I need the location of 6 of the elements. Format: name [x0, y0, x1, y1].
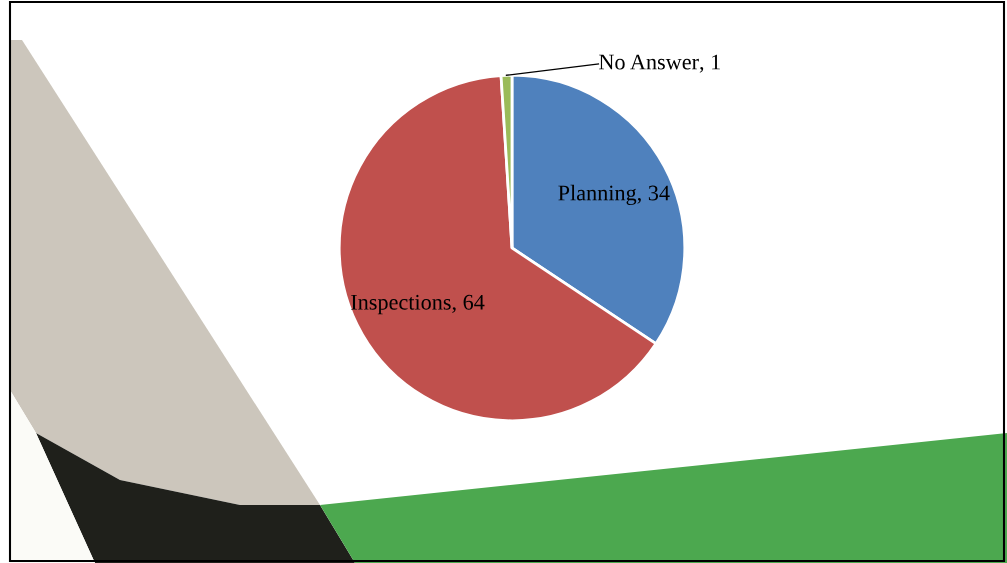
slice-label: No Answer [599, 54, 699, 70]
data-label: , 34 [637, 185, 670, 204]
data-label: , 1 [699, 54, 720, 73]
data-label: , 64 [452, 294, 485, 313]
slice-label: Planning [558, 184, 637, 206]
slice-label: Inspections [351, 294, 451, 315]
